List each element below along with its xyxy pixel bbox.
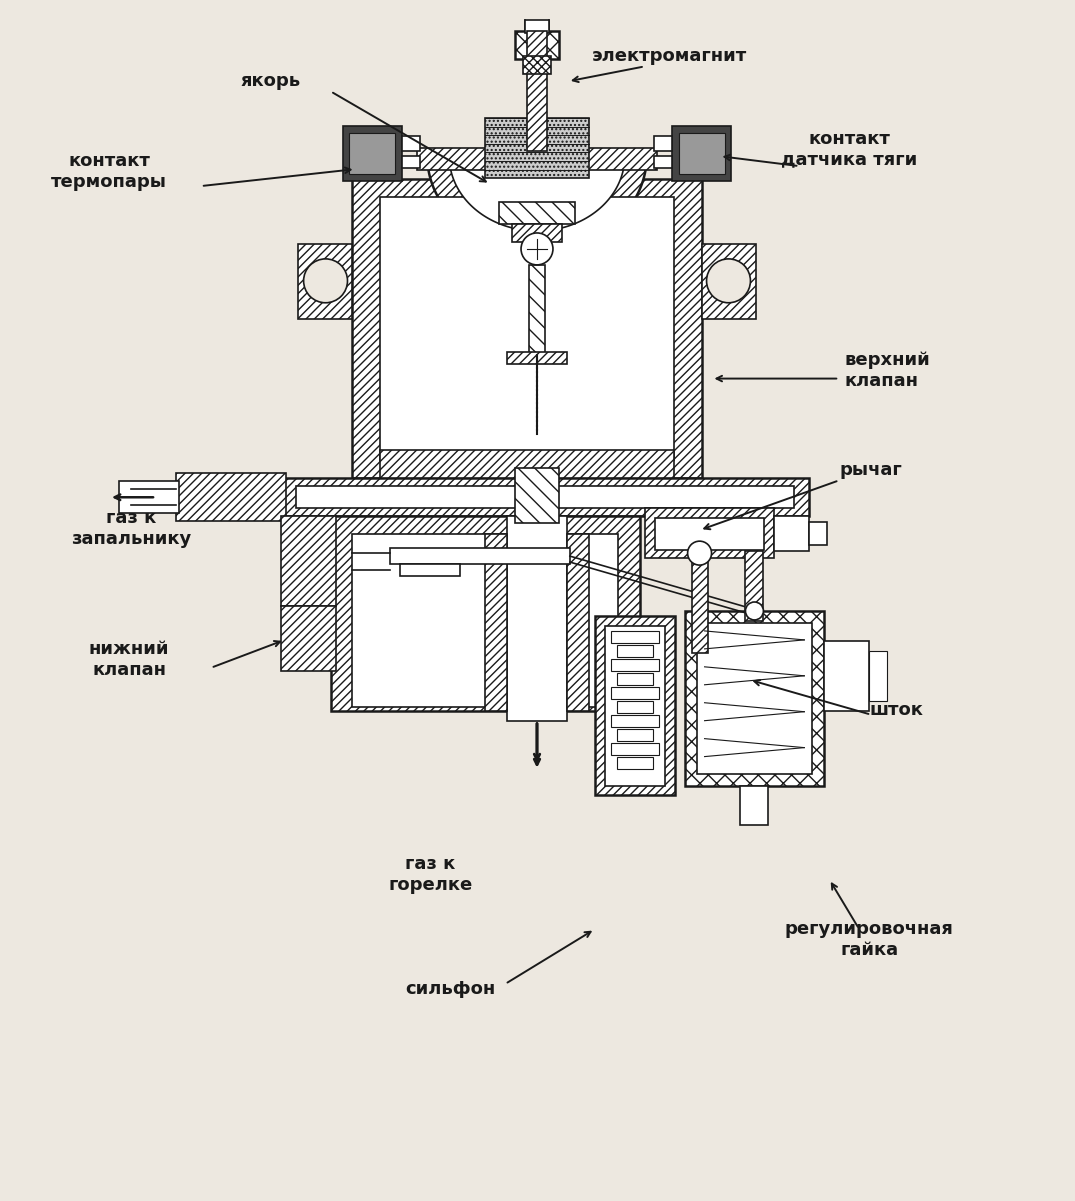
Bar xyxy=(296,486,794,508)
Bar xyxy=(485,118,589,178)
Bar xyxy=(611,715,659,727)
Text: газ к
запальнику: газ к запальнику xyxy=(71,509,191,548)
Bar xyxy=(645,508,774,558)
Bar xyxy=(567,534,589,711)
Bar xyxy=(825,641,870,711)
Text: якорь: якорь xyxy=(241,72,301,90)
Bar xyxy=(485,534,507,711)
Bar xyxy=(499,202,575,223)
Bar xyxy=(349,133,396,174)
Bar xyxy=(529,265,545,354)
Bar xyxy=(515,31,559,59)
Bar xyxy=(402,136,420,151)
Text: газ к
горелке: газ к горелке xyxy=(388,855,472,894)
Bar xyxy=(774,516,809,551)
Bar xyxy=(697,623,813,773)
Bar xyxy=(527,31,547,151)
Polygon shape xyxy=(298,244,353,318)
Bar xyxy=(281,516,335,607)
Bar xyxy=(605,626,664,785)
Bar xyxy=(381,197,674,460)
Bar xyxy=(678,133,725,174)
Circle shape xyxy=(706,259,750,303)
Text: шток: шток xyxy=(870,700,923,718)
Bar xyxy=(611,631,659,643)
Text: рычаг: рычаг xyxy=(840,461,902,479)
Text: контакт
термопары: контакт термопары xyxy=(52,151,167,191)
Bar xyxy=(617,757,653,769)
Bar xyxy=(281,478,809,516)
Bar xyxy=(611,687,659,699)
Bar xyxy=(381,450,674,478)
Bar xyxy=(617,645,653,657)
Bar xyxy=(515,468,559,524)
Bar xyxy=(353,179,702,478)
Bar xyxy=(353,534,618,706)
Bar xyxy=(617,700,653,712)
Text: регулировочная
гайка: регулировочная гайка xyxy=(785,920,954,958)
Bar xyxy=(745,551,763,621)
Bar xyxy=(809,522,828,545)
Bar xyxy=(870,651,887,700)
Bar xyxy=(330,516,640,711)
Text: электромагнит: электромагнит xyxy=(592,47,747,65)
Bar xyxy=(617,729,653,741)
Bar xyxy=(685,611,825,785)
Bar xyxy=(741,785,769,825)
Bar xyxy=(390,548,570,564)
Circle shape xyxy=(688,542,712,566)
Bar xyxy=(343,126,402,181)
Bar xyxy=(507,516,567,721)
Bar xyxy=(611,742,659,754)
Bar xyxy=(119,482,178,513)
Bar xyxy=(525,19,549,34)
Circle shape xyxy=(745,602,763,620)
Polygon shape xyxy=(702,244,757,318)
Bar xyxy=(672,126,731,181)
Bar xyxy=(691,554,707,653)
Text: контакт
датчика тяги: контакт датчика тяги xyxy=(782,130,917,168)
Bar xyxy=(176,473,286,521)
Bar xyxy=(400,564,460,576)
Bar xyxy=(617,673,653,685)
Circle shape xyxy=(521,233,553,265)
Text: сильфон: сильфон xyxy=(405,980,496,998)
Bar xyxy=(654,136,672,151)
Bar xyxy=(417,148,657,171)
Bar xyxy=(655,518,764,550)
Text: верхний
клапан: верхний клапан xyxy=(844,351,930,390)
Text: нижний
клапан: нижний клапан xyxy=(89,640,169,680)
Bar xyxy=(512,223,562,241)
Bar xyxy=(594,616,675,795)
Circle shape xyxy=(303,259,347,303)
Polygon shape xyxy=(449,156,625,231)
Bar xyxy=(507,352,567,364)
Bar xyxy=(654,156,672,168)
Bar xyxy=(281,607,335,671)
Bar xyxy=(611,659,659,671)
Bar xyxy=(402,156,420,168)
Bar xyxy=(524,56,551,74)
Polygon shape xyxy=(427,156,647,251)
